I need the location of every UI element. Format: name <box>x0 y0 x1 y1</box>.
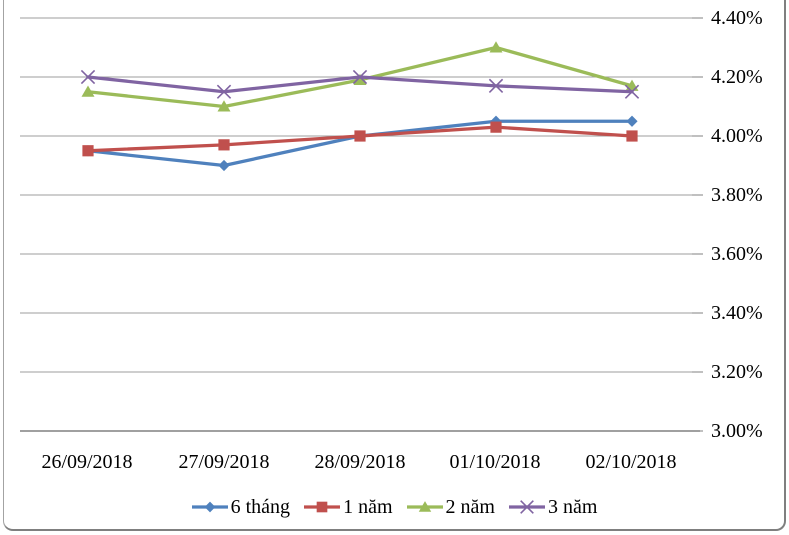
square-marker <box>218 139 230 151</box>
chart-legend: 6 tháng 1 năm 2 năm 3 năm <box>0 494 789 520</box>
legend-label: 2 năm <box>445 496 495 518</box>
diamond-marker <box>218 159 230 172</box>
x-marker <box>216 84 232 99</box>
x-axis-label: 02/10/2018 <box>585 451 677 473</box>
triangle-marker <box>217 100 231 112</box>
y-axis-label: 3.60% <box>711 243 763 265</box>
x-axis-label: 28/09/2018 <box>314 451 406 473</box>
triangle-marker <box>353 73 367 85</box>
x-axis-label: 01/10/2018 <box>449 451 541 473</box>
square-marker <box>354 130 366 142</box>
legend-label: 6 tháng <box>230 496 291 518</box>
y-axis-label: 3.40% <box>711 302 763 324</box>
x-axis-label: 26/09/2018 <box>41 451 133 473</box>
y-axis-label: 3.80% <box>711 184 763 206</box>
y-axis-label: 4.00% <box>711 125 763 147</box>
x-marker-icon <box>508 500 545 514</box>
triangle-marker <box>81 85 95 97</box>
legend-item-1-nam: 1 năm <box>304 495 393 519</box>
diamond-marker <box>204 501 215 513</box>
x-axis-label: 27/09/2018 <box>178 451 270 473</box>
square-marker <box>490 121 502 133</box>
y-axis-label: 4.20% <box>711 66 763 88</box>
series-line <box>86 119 634 168</box>
y-axis-label: 3.00% <box>711 420 763 442</box>
square-marker <box>82 145 94 157</box>
legend-item-6-thang: 6 tháng <box>191 495 291 519</box>
legend-label: 1 năm <box>343 496 393 518</box>
legend-item-2-nam: 2 năm <box>406 495 495 519</box>
x-marker <box>80 69 96 85</box>
triangle-marker <box>418 501 431 512</box>
square-marker <box>626 130 638 142</box>
x-marker <box>520 500 534 514</box>
square-marker <box>316 501 328 513</box>
diamond-marker-icon <box>191 501 228 513</box>
legend-item-3-nam: 3 năm <box>508 495 598 519</box>
legend-label: 3 năm <box>547 496 598 518</box>
triangle-marker-icon <box>406 501 443 512</box>
x-marker <box>624 84 640 99</box>
x-marker <box>352 69 368 85</box>
square-marker-icon <box>304 501 341 513</box>
x-marker <box>488 78 504 94</box>
triangle-marker <box>489 41 503 53</box>
y-axis-label: 3.20% <box>711 361 763 383</box>
y-axis-label: 4.40% <box>711 7 763 29</box>
diamond-marker <box>626 115 638 127</box>
